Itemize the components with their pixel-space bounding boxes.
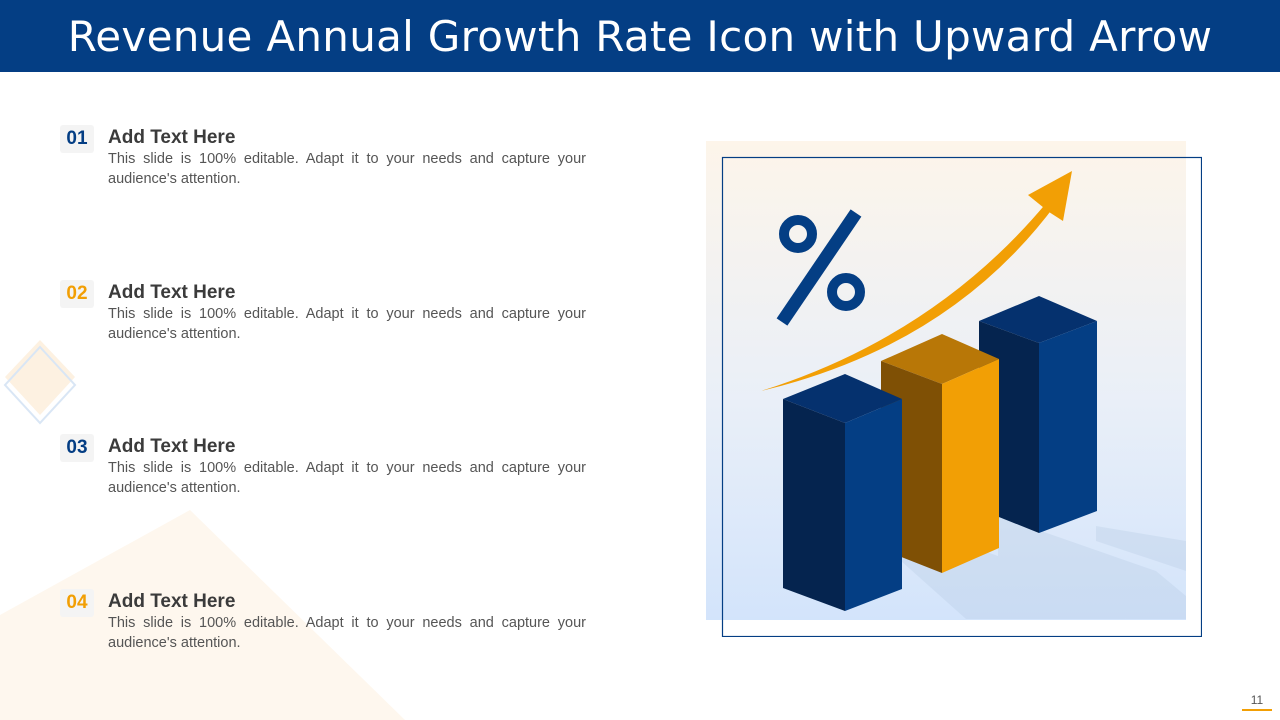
percent-icon: [776, 209, 865, 326]
item-heading: Add Text Here: [108, 127, 236, 148]
item-number: 03: [60, 434, 94, 462]
title-bar: Revenue Annual Growth Rate Icon with Upw…: [0, 0, 1280, 72]
list-item-01: 01 Add Text Here This slide is 100% edit…: [60, 125, 590, 195]
growth-illustration: [706, 141, 1202, 637]
illustration-frame: [721, 156, 1202, 637]
item-heading: Add Text Here: [108, 591, 236, 612]
item-number: 01: [60, 125, 94, 153]
upward-arrow-icon: [761, 171, 1072, 391]
page-number-underline: [1242, 709, 1272, 711]
bar-chart-icon: [783, 296, 1097, 611]
item-number: 04: [60, 589, 94, 617]
item-heading: Add Text Here: [108, 436, 236, 457]
list-item-04: 04 Add Text Here This slide is 100% edit…: [60, 589, 590, 659]
item-body: This slide is 100% editable. Adapt it to…: [108, 306, 586, 342]
slide-title: Revenue Annual Growth Rate Icon with Upw…: [67, 11, 1213, 61]
list-item-02: 02 Add Text Here This slide is 100% edit…: [60, 280, 590, 350]
decorative-triangle: [0, 510, 405, 720]
item-body: This slide is 100% editable. Adapt it to…: [108, 615, 586, 651]
list-item-03: 03 Add Text Here This slide is 100% edit…: [60, 434, 590, 504]
item-number: 02: [60, 280, 94, 308]
decorative-diamond: [3, 340, 77, 425]
page-number: 11: [1250, 693, 1264, 707]
item-body: This slide is 100% editable. Adapt it to…: [108, 460, 586, 496]
item-body: This slide is 100% editable. Adapt it to…: [108, 151, 586, 187]
item-heading: Add Text Here: [108, 282, 236, 303]
